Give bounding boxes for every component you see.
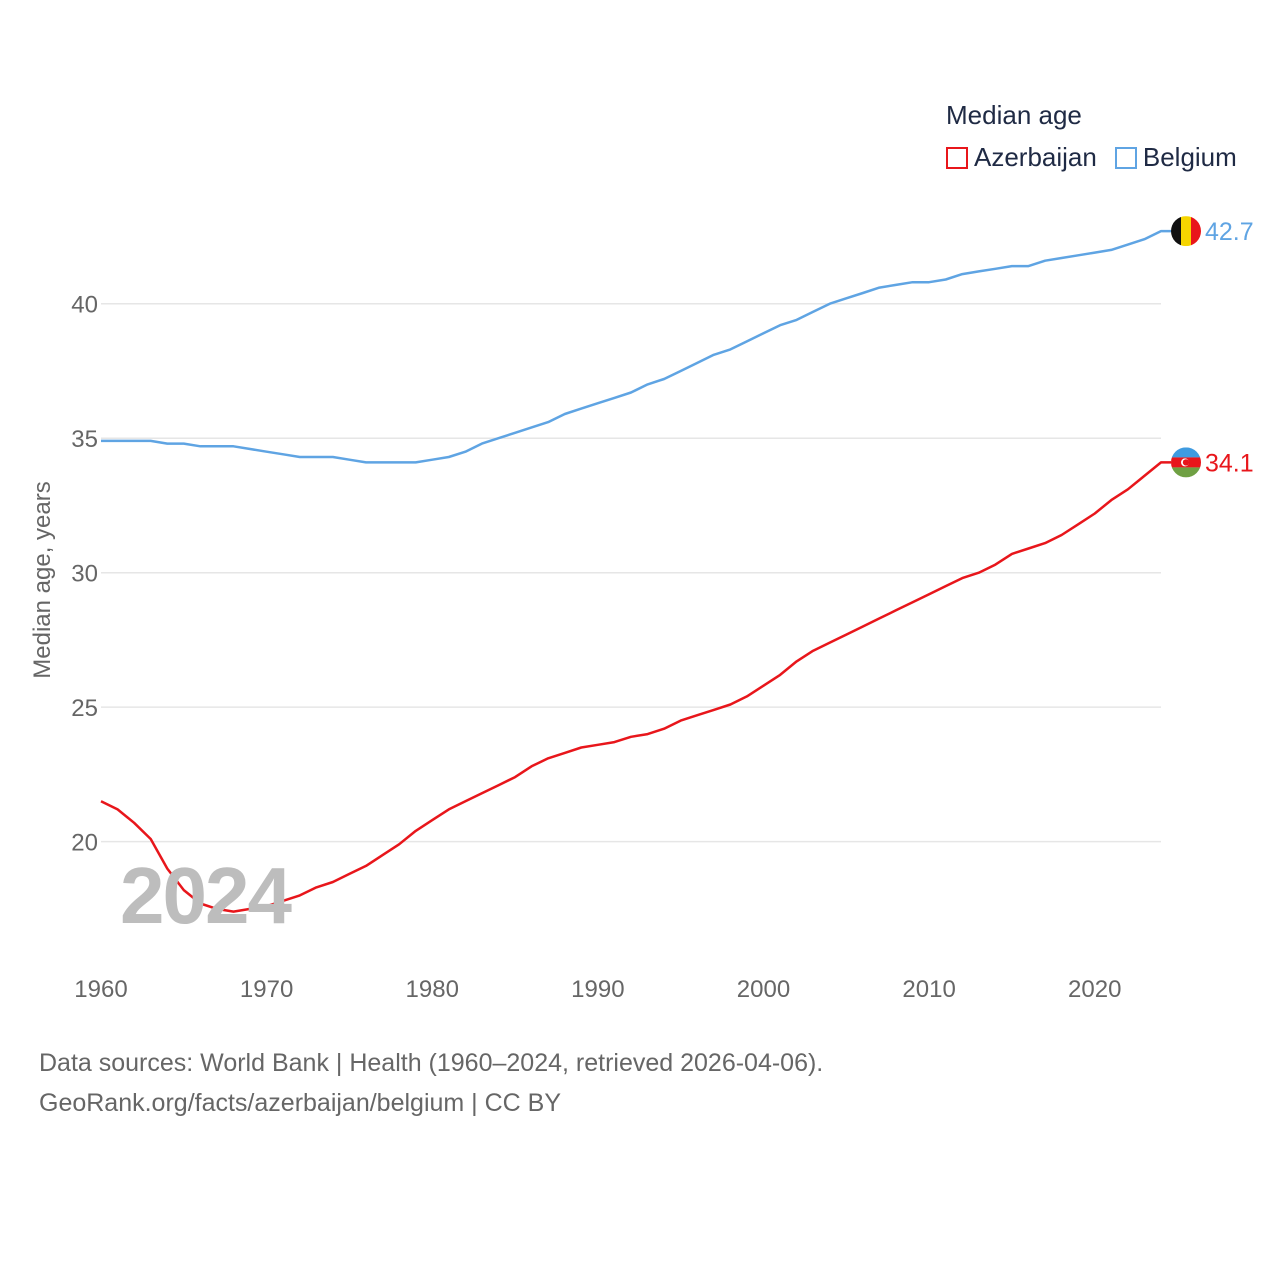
x-tick-label-1980: 1980 [406, 976, 459, 1003]
x-tick-label-2010: 2010 [902, 976, 955, 1003]
flag-icon-azerbaijan [1171, 447, 1201, 478]
year-badge: 2024 [120, 851, 292, 940]
footer-attribution: GeoRank.org/facts/azerbaijan/belgium | C… [39, 1089, 562, 1117]
legend-swatch-azerbaijan [946, 146, 968, 169]
legend: Azerbaijan Belgium [946, 142, 1237, 173]
end-label-belgium: 42.7 [1205, 218, 1254, 246]
y-tick-label-25: 25 [71, 695, 98, 722]
series-line-azerbaijan [100, 461, 1171, 913]
legend-label-belgium: Belgium [1142, 142, 1237, 172]
y-tick-label-30: 30 [71, 561, 98, 588]
footer: Data sources: World Bank | Health (1960–… [39, 1043, 823, 1123]
flag-icon-belgium [1171, 216, 1201, 247]
y-tick-label-20: 20 [71, 830, 98, 857]
legend-title: Median age [946, 100, 1082, 130]
x-tick-label-1960: 1960 [74, 976, 127, 1003]
y-tick-label-35: 35 [71, 426, 98, 453]
legend-label-azerbaijan: Azerbaijan [974, 142, 1097, 172]
series-line-belgium [101, 229, 1171, 464]
end-label-azerbaijan: 34.1 [1205, 449, 1254, 477]
x-tick-label-2000: 2000 [737, 976, 790, 1003]
x-tick-label-1990: 1990 [571, 976, 624, 1003]
x-tick-label-1970: 1970 [240, 976, 293, 1003]
y-tick-label-40: 40 [71, 292, 98, 319]
legend-item-belgium[interactable]: Belgium [1114, 142, 1237, 173]
legend-item-azerbaijan[interactable]: Azerbaijan [946, 142, 1097, 173]
x-tick-label-2020: 2020 [1068, 976, 1121, 1003]
footer-sources: Data sources: World Bank | Health (1960–… [39, 1049, 824, 1077]
legend-swatch-belgium [1114, 146, 1137, 169]
